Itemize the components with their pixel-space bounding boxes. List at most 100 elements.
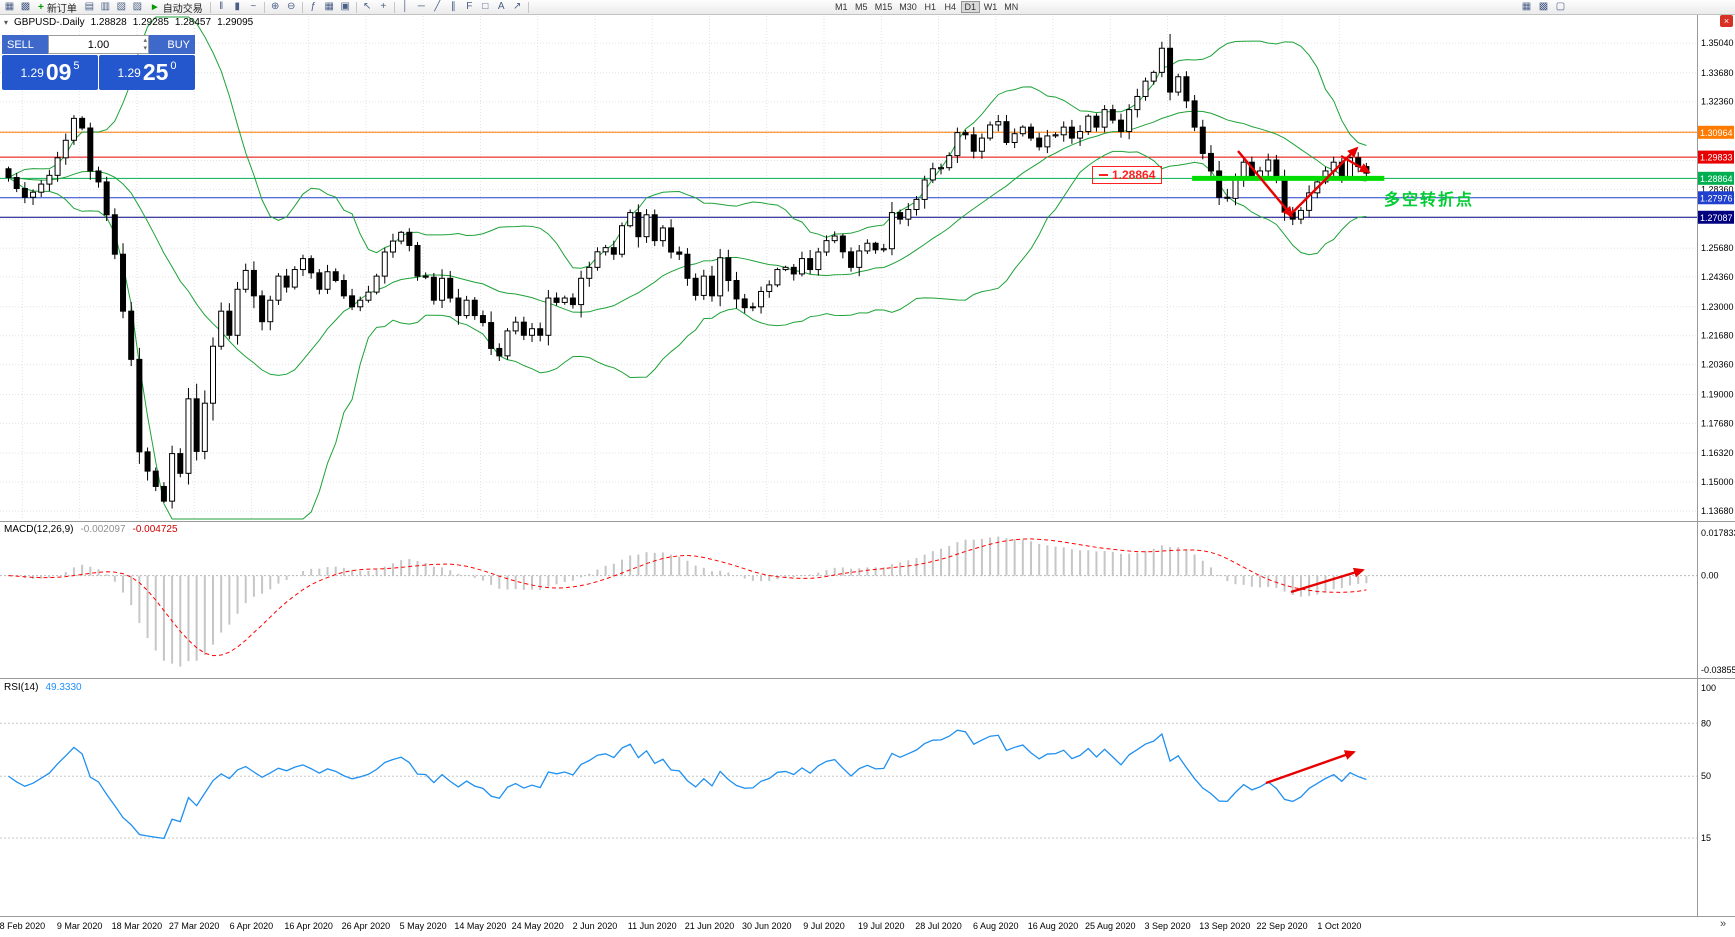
fullscreen-icon[interactable]: ▢ [1555,1,1566,12]
svg-text:0.017833: 0.017833 [1701,528,1735,538]
zoom-in-icon[interactable]: ⊕ [271,1,280,12]
svg-text:50: 50 [1701,771,1711,781]
timeframe-m15[interactable]: M15 [874,2,893,12]
macd-label: MACD(12,26,9) -0.002097 -0.004725 [4,524,178,535]
periods-icon[interactable]: ▦ [324,1,334,12]
spinner-up-icon[interactable]: ▴ [143,37,147,44]
trend-arrow-4[interactable] [1290,567,1365,594]
new-order-button-icon: + [38,1,44,13]
shapes-icon[interactable]: □ [482,1,489,12]
ohlc-high: 1.29285 [132,17,169,28]
price-flag-value: 1.28864 [1112,168,1156,182]
trend-arrow-3[interactable] [1340,154,1371,174]
market-watch-icon[interactable]: ▤ [84,1,95,12]
cascade-windows-icon[interactable]: ▩ [1538,1,1549,12]
line-chart-icon[interactable]: ~ [250,1,257,12]
close-chart-icon[interactable]: × [1720,15,1733,27]
price-flag[interactable]: 1.28864 [1092,166,1163,184]
sell-price-prefix: 1.29 [20,65,44,80]
indicators-icon[interactable]: ƒ [310,1,317,12]
svg-text:80: 80 [1701,718,1711,728]
timeframe-mn[interactable]: MN [1004,2,1019,12]
svg-text:-0.038559: -0.038559 [1701,665,1735,675]
timeframe-w1[interactable]: W1 [983,2,998,12]
timeframe-m5[interactable]: M5 [854,2,868,12]
templates-icon[interactable]: ▣ [340,1,350,12]
timeframe-h1[interactable]: H1 [924,2,937,12]
fibonacci-icon[interactable]: F [466,1,473,12]
sell-price-big: 09 [45,59,72,85]
svg-text:1.13680: 1.13680 [1701,506,1734,516]
price-tag-1.29833 [1698,150,1734,164]
toolbar-separator [527,1,529,13]
spinner-down-icon[interactable]: ▾ [143,45,147,52]
price-flag-dash-icon [1099,174,1108,176]
svg-text:28 Jul 2020: 28 Jul 2020 [915,921,962,931]
autotrading-button-label: 自动交易 [162,3,203,15]
arrows-icon[interactable]: ↗ [513,1,522,12]
candlestick-chart-icon[interactable]: ▮ [234,1,240,12]
tile-windows-icon[interactable]: ▦ [1521,1,1532,12]
price-axis[interactable]: 1.350401.336801.323601.310001.296801.283… [1698,38,1735,843]
svg-text:1.32360: 1.32360 [1701,97,1734,107]
trendline-icon[interactable]: ╱ [434,1,441,12]
volume-input[interactable]: 1.00 ▴ ▾ [48,35,149,54]
vertical-line-icon[interactable]: │ [402,1,409,12]
volume-spinner[interactable]: ▴ ▾ [143,37,147,53]
svg-text:1.29833: 1.29833 [1700,153,1733,163]
timeframe-m1[interactable]: M1 [834,2,848,12]
rsi-plot[interactable] [0,722,1697,840]
main-chart-plot[interactable] [0,16,1697,520]
svg-text:0.00: 0.00 [1701,571,1719,581]
autotrading-button[interactable]: ► 自动交易 [146,1,207,15]
zoom-out-icon[interactable]: ⊖ [287,1,296,12]
timeframe-m30[interactable]: M30 [899,2,917,12]
macd-plot[interactable] [0,536,1697,667]
trend-arrow-1[interactable] [1237,150,1294,218]
date-axis[interactable]: 8 Feb 2020 9 Mar 2020 18 Mar 2020 27 Mar 20… [0,921,1361,931]
text-icon[interactable]: A [497,1,505,12]
trend-arrow-5[interactable] [1265,750,1356,785]
sell-header-label: SELL [2,35,48,54]
new-order-button[interactable]: + 新订单 [34,1,81,15]
crosshair-icon[interactable]: + [380,1,387,12]
toolbar: ▦ ▩ + 新订单 ▤ ▥ ▧ ▨ ► 自动交易 ‖ ▮ ~ ⊕ ⊖ ƒ ▦ ▣ ↖ + │ ─ ╱ ∥ F □ A ↗ M1 M5 M15… [0,0,1735,15]
candles [5,33,1370,509]
svg-text:1.24360: 1.24360 [1701,272,1734,282]
chart-title: ▾ GBPUSD-.Daily 1.28828 1.29285 1.28457 … [4,17,253,28]
rsi-value: 49.3330 [45,682,82,693]
svg-text:1.19000: 1.19000 [1701,389,1734,399]
svg-text:16 Apr 2020: 16 Apr 2020 [284,921,333,931]
one-click-trading-panel: SELL 1.00 ▴ ▾ BUY 1.29 09 5 1.29 25 0 [2,35,195,90]
profiles-icon[interactable]: ▩ [20,1,31,12]
navigator-icon[interactable]: ▧ [116,1,127,12]
buy-button[interactable]: 1.29 25 0 [99,55,195,90]
toolbar-separator [263,1,265,13]
cursor-icon[interactable]: ↖ [363,1,372,12]
scroll-end-icon[interactable]: » [1720,918,1727,930]
svg-text:1.20360: 1.20360 [1701,360,1734,370]
buy-price-prefix: 1.29 [117,65,141,80]
svg-text:6 Aug 2020: 6 Aug 2020 [973,921,1019,931]
sell-button[interactable]: 1.29 09 5 [2,55,98,90]
symbol-period-label: GBPUSD-.Daily [14,17,85,28]
new-chart-icon[interactable]: ▦ [4,1,15,12]
terminal-icon[interactable]: ▨ [132,1,143,12]
rsi-name: RSI(14) [4,682,39,693]
svg-text:9 Jul 2020: 9 Jul 2020 [803,921,845,931]
channel-icon[interactable]: ∥ [450,1,456,12]
toolbar-separator [301,1,303,13]
buy-price-sup: 0 [170,60,177,72]
timeframe-d1[interactable]: D1 [960,1,980,13]
one-click-toggle-icon[interactable]: ▾ [4,18,9,27]
bar-chart-icon[interactable]: ‖ [219,1,224,12]
svg-text:1.35040: 1.35040 [1701,38,1734,48]
data-window-icon[interactable]: ▥ [100,1,111,12]
svg-text:1 Oct 2020: 1 Oct 2020 [1317,921,1361,931]
horizontal-line-icon[interactable]: ─ [417,1,425,12]
svg-text:15: 15 [1701,833,1711,843]
svg-text:3 Sep 2020: 3 Sep 2020 [1145,921,1191,931]
pivot-annotation[interactable]: 多空转折点 [1384,192,1475,209]
timeframe-h4[interactable]: H4 [944,2,957,12]
